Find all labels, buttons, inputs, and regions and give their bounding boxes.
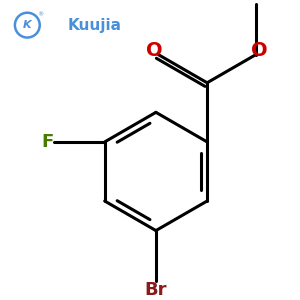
Text: K: K — [23, 20, 32, 30]
Text: F: F — [41, 133, 53, 151]
Text: O: O — [251, 41, 268, 60]
Text: O: O — [146, 41, 162, 60]
Text: Kuujia: Kuujia — [67, 18, 121, 33]
Text: Br: Br — [145, 281, 167, 299]
Text: ®: ® — [37, 12, 44, 17]
